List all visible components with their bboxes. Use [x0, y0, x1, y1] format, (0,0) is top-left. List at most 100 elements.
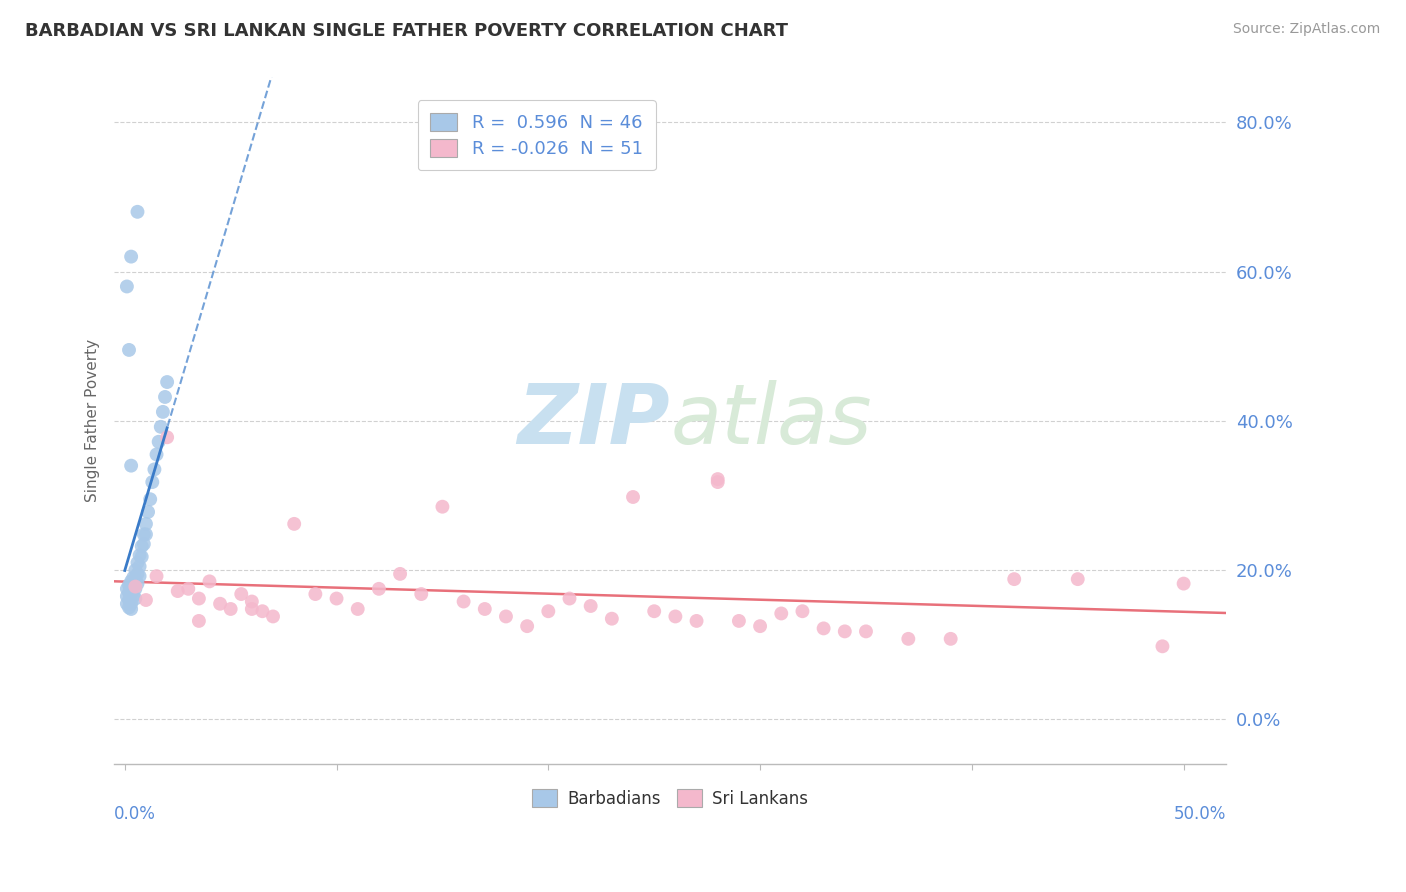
Point: [600, 612, 623, 626]
Point: [127, 566, 149, 581]
Point: [304, 587, 326, 601]
Point: [120, 597, 142, 611]
Point: [145, 447, 167, 461]
Point: [219, 602, 242, 616]
Point: [135, 593, 157, 607]
Point: [145, 569, 167, 583]
Text: 0.0%: 0.0%: [114, 805, 156, 823]
Point: [537, 604, 560, 618]
Point: [135, 516, 157, 531]
Point: [1002, 572, 1025, 586]
Point: [115, 597, 138, 611]
Point: [148, 434, 170, 449]
Point: [124, 591, 146, 606]
Point: [132, 527, 155, 541]
Text: 50.0%: 50.0%: [1174, 805, 1226, 823]
Point: [118, 600, 141, 615]
Point: [122, 571, 145, 585]
Point: [128, 559, 150, 574]
Point: [122, 589, 145, 603]
Point: [770, 607, 793, 621]
Point: [128, 548, 150, 562]
Point: [118, 593, 141, 607]
Point: [122, 580, 145, 594]
Point: [118, 585, 141, 599]
Text: BARBADIAN VS SRI LANKAN SINGLE FATHER POVERTY CORRELATION CHART: BARBADIAN VS SRI LANKAN SINGLE FATHER PO…: [25, 22, 789, 40]
Point: [855, 624, 877, 639]
Point: [283, 516, 305, 531]
Text: atlas: atlas: [671, 380, 872, 461]
Point: [664, 609, 686, 624]
Point: [152, 405, 174, 419]
Point: [118, 343, 141, 357]
Point: [453, 594, 475, 608]
Point: [813, 621, 835, 635]
Point: [187, 614, 209, 628]
Point: [728, 614, 751, 628]
Point: [136, 505, 159, 519]
Point: [579, 599, 602, 613]
Point: [706, 475, 728, 489]
Point: [139, 492, 162, 507]
Point: [131, 549, 153, 564]
Point: [240, 602, 263, 616]
Point: [132, 537, 155, 551]
Point: [1152, 640, 1174, 654]
Point: [124, 580, 146, 594]
Point: [643, 604, 665, 618]
Text: Source: ZipAtlas.com: Source: ZipAtlas.com: [1233, 22, 1381, 37]
Point: [124, 563, 146, 577]
Point: [124, 572, 146, 586]
Point: [474, 602, 496, 616]
Point: [124, 582, 146, 596]
Point: [262, 609, 284, 624]
Point: [156, 430, 179, 444]
Point: [432, 500, 454, 514]
Point: [120, 574, 142, 589]
Text: ZIP: ZIP: [517, 380, 671, 461]
Point: [115, 582, 138, 596]
Point: [128, 569, 150, 583]
Point: [131, 539, 153, 553]
Point: [621, 490, 644, 504]
Point: [346, 602, 368, 616]
Point: [135, 527, 157, 541]
Point: [411, 587, 433, 601]
Point: [115, 279, 138, 293]
Point: [749, 619, 772, 633]
Point: [325, 591, 347, 606]
Point: [120, 602, 142, 616]
Point: [706, 472, 728, 486]
Point: [149, 420, 172, 434]
Point: [558, 591, 581, 606]
Point: [685, 614, 707, 628]
Point: [209, 597, 232, 611]
Point: [231, 587, 253, 601]
Point: [1173, 576, 1195, 591]
Point: [367, 582, 389, 596]
Point: [143, 462, 166, 476]
Point: [141, 475, 163, 489]
Point: [118, 578, 141, 592]
Point: [792, 604, 814, 618]
Y-axis label: Single Father Poverty: Single Father Poverty: [86, 339, 100, 502]
Point: [120, 582, 142, 596]
Point: [127, 204, 149, 219]
Point: [240, 594, 263, 608]
Point: [252, 604, 274, 618]
Point: [897, 632, 920, 646]
Point: [389, 566, 412, 581]
Point: [120, 587, 142, 601]
Point: [198, 574, 221, 589]
Point: [166, 584, 188, 599]
Legend: Barbadians, Sri Lankans: Barbadians, Sri Lankans: [526, 783, 815, 814]
Point: [120, 250, 142, 264]
Point: [153, 390, 176, 404]
Point: [834, 624, 856, 639]
Point: [187, 591, 209, 606]
Point: [516, 619, 538, 633]
Point: [127, 556, 149, 570]
Point: [156, 375, 179, 389]
Point: [495, 609, 517, 624]
Point: [115, 589, 138, 603]
